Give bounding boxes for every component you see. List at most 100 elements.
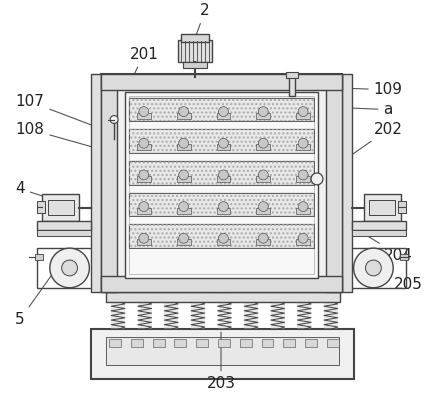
Bar [261,339,273,347]
Bar [369,200,395,216]
Circle shape [62,260,78,276]
Bar [182,35,209,42]
Bar [289,74,295,96]
Bar [240,339,252,347]
Bar [175,339,187,347]
Bar [217,113,230,119]
Circle shape [311,173,323,185]
Bar [284,339,295,347]
Circle shape [258,170,268,180]
Bar [342,74,352,292]
Bar [256,176,270,182]
Bar [125,92,318,278]
Bar [256,113,270,119]
Circle shape [218,170,229,180]
Bar [42,194,79,222]
Circle shape [298,107,308,117]
Circle shape [179,170,189,180]
Circle shape [139,107,149,117]
Bar [218,339,230,347]
Circle shape [258,233,268,243]
Bar [137,239,151,245]
Circle shape [50,248,89,288]
Bar [183,62,207,68]
Bar [364,194,401,222]
Bar [179,40,212,62]
Bar [129,161,314,185]
Bar [129,161,314,185]
Bar [35,254,43,260]
Circle shape [354,248,393,288]
Text: 2: 2 [196,3,210,35]
Bar [129,96,314,274]
Bar [296,208,310,214]
Bar [106,337,339,365]
Text: 4: 4 [16,181,54,200]
Circle shape [179,138,189,148]
Text: 202: 202 [319,122,403,177]
Bar [217,208,230,214]
Bar [400,254,408,260]
Text: 107: 107 [16,94,105,130]
Bar [218,302,231,329]
Bar [244,302,258,329]
Circle shape [179,233,189,243]
Bar [326,74,342,292]
Circle shape [218,233,229,243]
Bar [129,129,314,153]
Bar [296,239,310,245]
Bar [153,339,165,347]
Bar [177,176,190,182]
Bar [111,302,125,329]
Bar [129,129,314,153]
Circle shape [298,233,308,243]
Bar [129,98,314,121]
Text: a: a [320,102,393,117]
Bar [327,339,339,347]
Bar [305,339,317,347]
Bar [101,276,342,292]
Bar [398,200,406,212]
Circle shape [298,202,308,212]
Bar [296,144,310,150]
Circle shape [139,233,149,243]
Bar [129,224,314,248]
Bar [137,176,151,182]
Bar [109,339,121,347]
Text: 109: 109 [312,82,403,97]
Bar [217,176,230,182]
Bar [296,176,310,182]
Circle shape [110,116,118,123]
Bar [191,302,205,329]
Circle shape [218,107,229,117]
Circle shape [258,107,268,117]
Bar [91,74,101,292]
Text: 204: 204 [361,232,412,262]
Bar [212,284,230,292]
Circle shape [298,138,308,148]
Bar [37,248,101,288]
Bar [91,329,354,379]
Circle shape [258,202,268,212]
Circle shape [139,170,149,180]
Bar [256,239,270,245]
Bar [352,230,406,236]
Bar [37,200,45,212]
Bar [48,200,74,216]
Bar [256,144,270,150]
Circle shape [139,138,149,148]
Bar [271,302,284,329]
Bar [129,193,314,216]
Bar [37,230,91,236]
Bar [177,113,190,119]
Bar [177,144,190,150]
Bar [256,208,270,214]
Circle shape [179,107,189,117]
Circle shape [258,138,268,148]
Bar [101,74,342,90]
Bar [177,208,190,214]
Bar [131,339,143,347]
Text: 201: 201 [115,47,158,114]
Bar [137,144,151,150]
Text: 203: 203 [206,332,236,391]
